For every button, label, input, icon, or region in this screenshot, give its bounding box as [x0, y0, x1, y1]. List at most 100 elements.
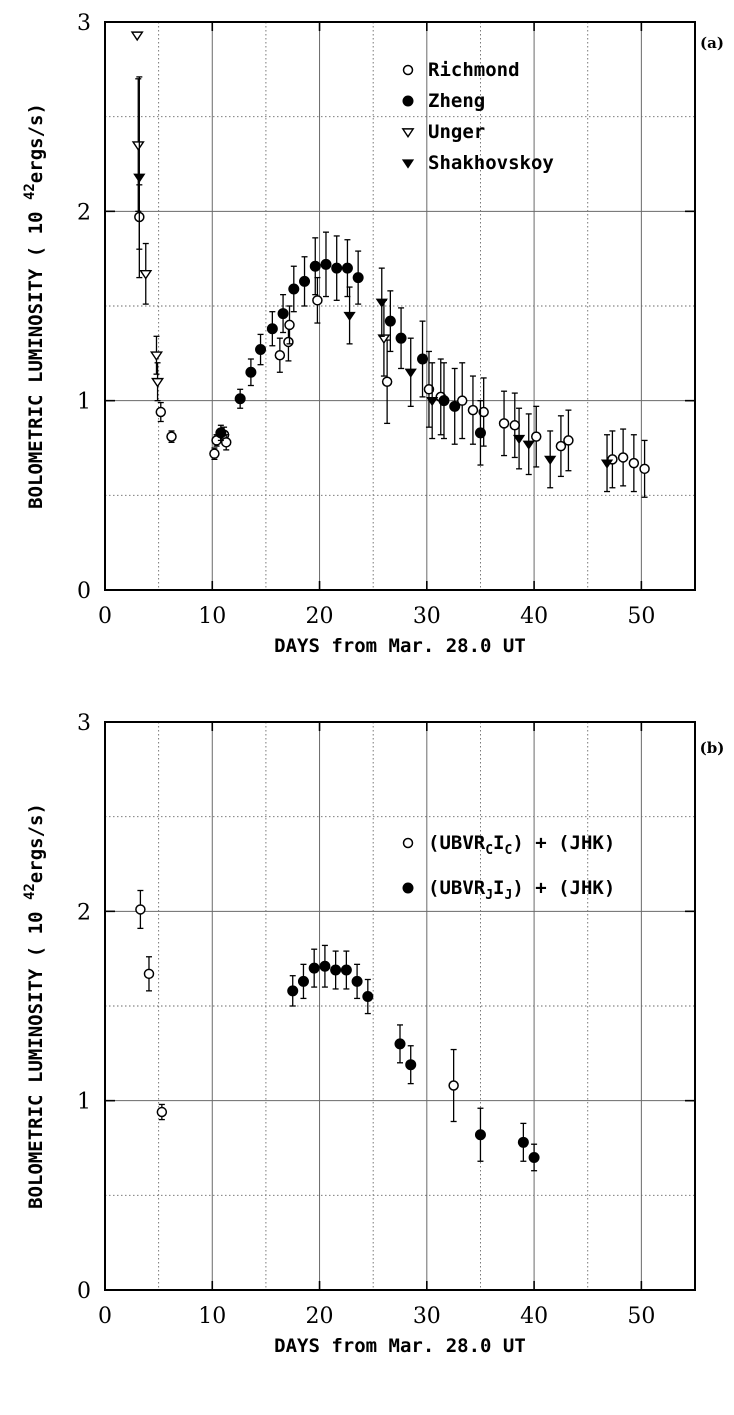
legend-label: Zheng — [428, 90, 485, 112]
x-tick-label: 10 — [198, 604, 226, 629]
axis-ticks-b — [104, 721, 695, 1291]
data-point — [438, 395, 450, 407]
legend-label: (UBVRCIC) + (JHK) — [428, 832, 615, 858]
x-tick-label: 0 — [98, 1304, 112, 1329]
x-tick-label: 10 — [198, 1304, 226, 1329]
series-b-0 — [135, 889, 459, 1123]
legend-label: (UBVRJIJ) + (JHK) — [428, 877, 615, 903]
data-point — [352, 272, 364, 284]
data-point — [215, 427, 227, 439]
data-point — [449, 400, 461, 412]
data-point — [474, 427, 486, 439]
data-point — [151, 377, 165, 388]
data-point — [149, 351, 163, 362]
data-point — [331, 262, 343, 274]
legend-a: Richmond Zheng Unger Shakhovskoy — [401, 59, 554, 174]
panel-a: 0 10 20 30 40 50 0 1 2 3 DAYS from Mar. 28.0 UT BOL… — [22, 11, 724, 657]
x-axis-label: DAYS from Mar. 28.0 UT — [274, 1335, 526, 1357]
series-a-1 — [215, 231, 486, 466]
data-point — [517, 1136, 529, 1148]
legend-marker — [401, 159, 415, 169]
x-tick-label: 30 — [413, 604, 441, 629]
data-point — [530, 431, 542, 442]
panel-label: (b) — [700, 739, 725, 757]
data-point — [474, 1129, 486, 1141]
data-point — [498, 418, 510, 429]
data-point — [255, 344, 267, 356]
data-point — [362, 991, 374, 1003]
data-point — [308, 962, 320, 974]
x-tick-label: 20 — [306, 1304, 334, 1329]
series-a-0 — [134, 184, 650, 498]
y-tick-label: 0 — [77, 1279, 91, 1304]
data-point — [139, 269, 153, 280]
data-point — [234, 393, 246, 405]
x-tick-label: 50 — [627, 604, 655, 629]
data-point — [143, 968, 155, 980]
data-point — [423, 384, 435, 395]
data-point — [375, 298, 388, 308]
series-a-2 — [130, 31, 391, 402]
data-point — [133, 173, 146, 183]
x-axis-label: DAYS from Mar. 28.0 UT — [274, 635, 526, 657]
y-tick-label: 2 — [77, 200, 91, 225]
data-point — [555, 440, 567, 452]
data-point — [522, 440, 535, 450]
data-point — [277, 308, 289, 320]
legend-marker — [401, 128, 415, 138]
data-point — [330, 964, 342, 976]
y-tick-label: 1 — [77, 390, 91, 415]
data-point — [309, 260, 321, 272]
data-point — [283, 336, 294, 348]
series-a-3 — [133, 76, 614, 493]
panel-b: 0 10 20 30 40 50 0 1 2 3 DAYS from Mar. 28.0 UT BOL… — [22, 711, 724, 1357]
data-point — [312, 295, 323, 306]
legend-marker — [402, 64, 414, 76]
legend-marker — [402, 837, 414, 849]
y-tick-label: 3 — [77, 711, 91, 736]
data-point — [135, 904, 146, 915]
y-axis-label: BOLOMETRIC LUMINOSITY ( 10 42ergs/s) — [22, 103, 47, 509]
plot-frame-b — [104, 721, 696, 1291]
x-tick-label: 0 — [98, 604, 112, 629]
data-point — [628, 457, 640, 469]
data-point — [156, 1106, 168, 1118]
data-point — [209, 448, 220, 459]
plot-frame-a — [104, 21, 696, 591]
x-tick-label: 30 — [413, 1304, 441, 1329]
data-point — [394, 1038, 406, 1050]
legend-marker — [402, 95, 414, 107]
data-point — [478, 406, 489, 418]
data-point — [299, 275, 311, 287]
grid-b — [105, 722, 695, 1290]
data-point — [381, 376, 393, 387]
data-point — [288, 283, 300, 295]
legend-b: (UBVRCIC) + (JHK) (UBVRJIJ) + (JHK) — [402, 832, 615, 903]
data-point — [284, 319, 295, 331]
y-axis-label: BOLOMETRIC LUMINOSITY ( 10 42ergs/s) — [22, 803, 47, 1209]
data-point — [351, 975, 363, 987]
data-point — [448, 1080, 459, 1091]
y-tick-label: 1 — [77, 1090, 91, 1115]
data-point — [509, 420, 521, 431]
data-point — [166, 431, 177, 442]
data-point — [297, 975, 309, 987]
x-tick-label: 50 — [627, 1304, 655, 1329]
legend-label: Shakhovskoy — [428, 152, 554, 174]
data-point — [319, 960, 331, 972]
data-point — [341, 262, 353, 274]
y-tick-label: 3 — [77, 11, 91, 36]
data-point — [404, 368, 417, 378]
data-point — [617, 452, 629, 463]
data-point — [384, 315, 396, 327]
data-point — [155, 406, 167, 418]
legend-marker — [402, 882, 414, 894]
data-point — [426, 397, 439, 407]
data-point — [544, 455, 557, 465]
data-point — [340, 964, 352, 976]
grid-a — [105, 22, 695, 590]
data-point — [245, 366, 257, 378]
data-point — [220, 437, 232, 448]
data-point — [467, 404, 479, 416]
